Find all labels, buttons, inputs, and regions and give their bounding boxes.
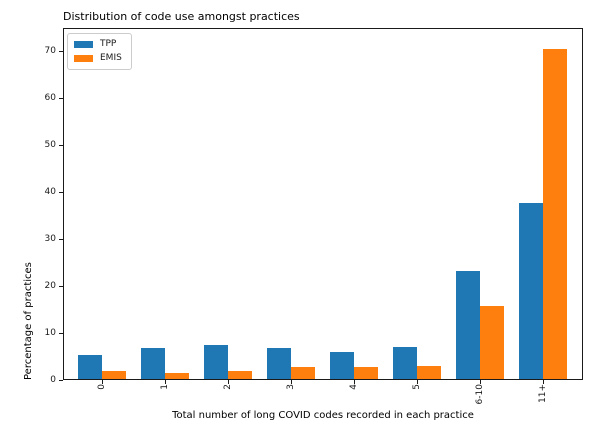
x-tick-mark xyxy=(101,380,103,384)
y-tick-label: 60 xyxy=(44,92,56,103)
y-tick-mark xyxy=(59,191,63,193)
x-tick-label: 2 xyxy=(223,384,233,390)
x-tick-mark xyxy=(290,380,292,384)
bar-emis-11+ xyxy=(543,48,567,380)
legend-swatch-emis xyxy=(74,55,93,62)
x-tick-label: 4 xyxy=(349,384,359,390)
x-tick-mark xyxy=(164,380,166,384)
legend-item-tpp: TPP xyxy=(74,39,122,50)
y-tick-label: 10 xyxy=(44,327,56,338)
y-tick-mark xyxy=(59,379,63,381)
y-tick-mark xyxy=(59,50,63,52)
chart-title: Distribution of code use amongst practic… xyxy=(63,10,300,23)
x-tick-label: 1 xyxy=(160,384,170,390)
legend-label: EMIS xyxy=(100,53,122,63)
y-tick-label: 70 xyxy=(44,45,56,56)
x-tick-mark xyxy=(353,380,355,384)
plot-area xyxy=(63,28,583,380)
bar-tpp-5 xyxy=(393,347,417,380)
x-tick-mark xyxy=(479,380,481,384)
x-axis-label: Total number of long COVID codes recorde… xyxy=(172,410,474,421)
x-tick-label: 5 xyxy=(412,384,422,390)
bar-emis-4 xyxy=(354,367,378,380)
x-tick-label: 3 xyxy=(286,384,296,390)
legend-swatch-tpp xyxy=(74,41,93,48)
bar-tpp-11+ xyxy=(519,203,543,380)
bar-emis-1 xyxy=(165,373,189,380)
bar-emis-0 xyxy=(102,371,126,380)
y-tick-mark xyxy=(59,144,63,146)
y-tick-mark xyxy=(59,285,63,287)
legend-item-emis: EMIS xyxy=(74,53,122,64)
bar-tpp-1 xyxy=(141,348,165,380)
bar-tpp-0 xyxy=(78,355,102,380)
bar-tpp-4 xyxy=(330,351,354,380)
bar-emis-5 xyxy=(417,365,441,380)
bar-emis-3 xyxy=(291,366,315,380)
y-tick-label: 30 xyxy=(44,233,56,244)
x-tick-mark xyxy=(416,380,418,384)
y-tick-mark xyxy=(59,97,63,99)
y-tick-label: 50 xyxy=(44,139,56,150)
y-tick-mark xyxy=(59,238,63,240)
y-tick-label: 20 xyxy=(44,280,56,291)
bar-tpp-6-10 xyxy=(456,270,480,380)
x-tick-label: 6-10 xyxy=(475,384,485,405)
bar-tpp-2 xyxy=(204,345,228,380)
x-tick-mark xyxy=(542,380,544,384)
bar-tpp-3 xyxy=(267,348,291,380)
y-tick-label: 0 xyxy=(50,374,56,385)
legend: TPP EMIS xyxy=(67,33,132,70)
legend-label: TPP xyxy=(100,39,117,49)
y-tick-label: 40 xyxy=(44,186,56,197)
y-tick-mark xyxy=(59,332,63,334)
bar-emis-2 xyxy=(228,370,252,380)
x-tick-mark xyxy=(227,380,229,384)
x-tick-label: 11+ xyxy=(538,384,548,403)
bar-emis-6-10 xyxy=(480,305,504,380)
x-tick-label: 0 xyxy=(97,384,107,390)
